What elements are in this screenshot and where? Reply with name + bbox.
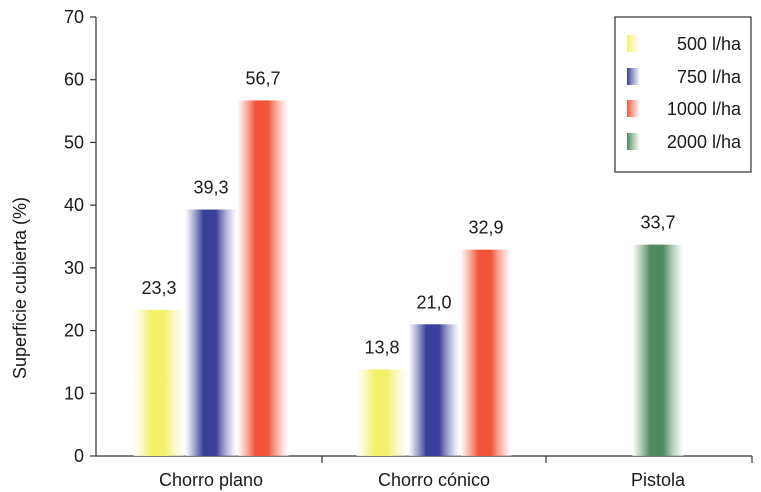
y-tick-label: 10 [64,383,84,403]
legend-label-1000-l-ha: 1000 l/ha [667,99,742,119]
legend-label-500-l-ha: 500 l/ha [677,34,742,54]
axes: 0 10 20 30 40 50 60 70 Chorro plano Chorro cónico… [64,7,753,490]
y-tick-label: 60 [64,70,84,90]
y-axis-label: Superficie cubierta (%) [10,197,30,379]
bar-chorro-plano-1000-l-ha [237,100,289,456]
data-label-chorro-plano-750-l-ha: 39,3 [193,178,228,198]
legend-swatch-750-l-ha [627,68,640,85]
legend-swatch-1000-l-ha [627,100,640,117]
y-tick-label: 30 [64,258,84,278]
x-tick-label-pistola: Pistola [631,470,686,490]
bar-chorro-c-nico-1000-l-ha [460,249,512,456]
y-tick-label: 40 [64,195,84,215]
y-tick-label: 50 [64,132,84,152]
bar-chorro-plano-500-l-ha [133,309,185,456]
y-tick-label: 0 [74,446,84,466]
data-label-pistola-2000-l-ha: 33,7 [640,213,675,233]
legend-label-2000-l-ha: 2000 l/ha [667,132,742,152]
bar-chorro-plano-750-l-ha [185,209,237,456]
data-label-chorro-c-nico-750-l-ha: 21,0 [416,292,451,312]
x-tick-label-chorro-c-nico: Chorro cónico [378,470,490,490]
bar-chorro-c-nico-750-l-ha [408,324,460,456]
x-tick-label-chorro-plano: Chorro plano [159,470,263,490]
data-label-chorro-c-nico-500-l-ha: 13,8 [364,337,399,357]
data-label-chorro-plano-500-l-ha: 23,3 [141,278,176,298]
bars [133,100,684,456]
legend-swatch-2000-l-ha [627,133,640,150]
data-labels: 23,3 39,3 56,7 13,8 21,0 32,9 33,7 [141,68,675,357]
y-tick-label: 20 [64,321,84,341]
bar-pistola-2000-l-ha [632,244,684,456]
data-label-chorro-c-nico-1000-l-ha: 32,9 [468,218,503,238]
legend-label-750-l-ha: 750 l/ha [677,67,742,87]
data-label-chorro-plano-1000-l-ha: 56,7 [245,68,280,88]
legend: 500 l/ha 750 l/ha 1000 l/ha 2000 l/ha [614,16,752,173]
bar-chorro-c-nico-500-l-ha [356,369,408,456]
y-tick-label: 70 [64,7,84,27]
legend-swatch-500-l-ha [627,35,640,52]
